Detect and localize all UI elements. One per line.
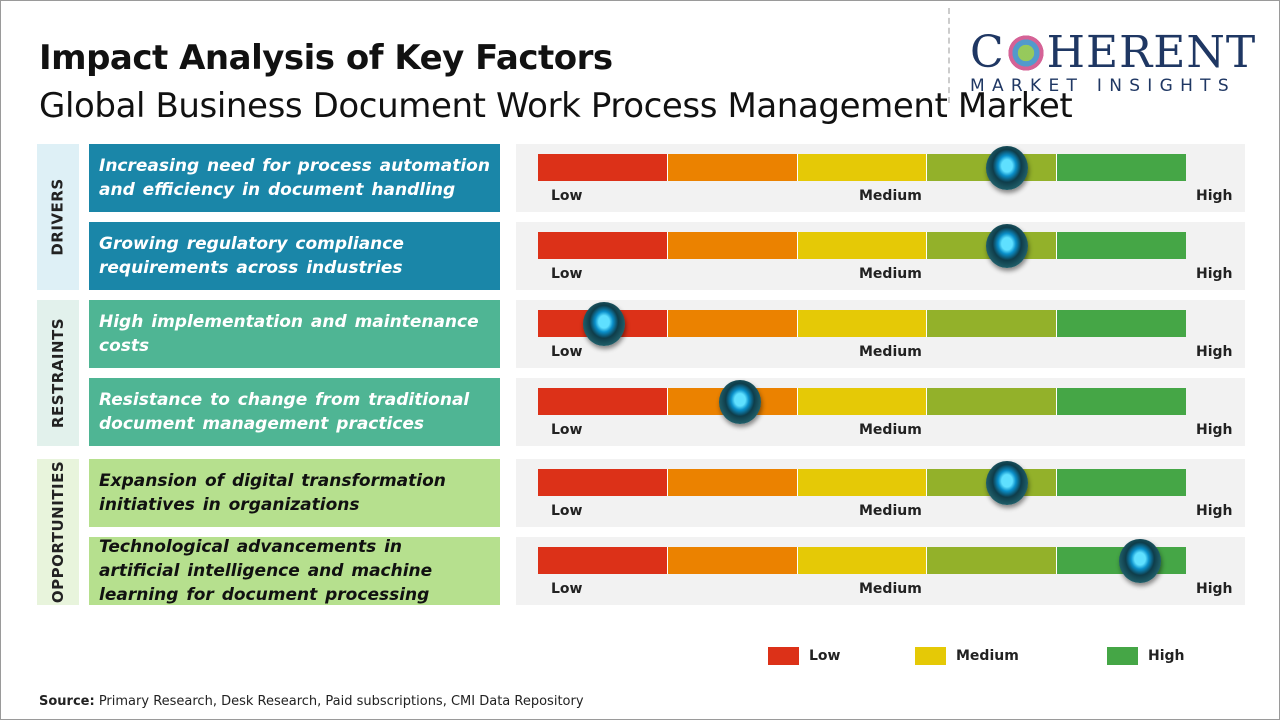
gauge-label-low: Low [551,422,583,438]
gauge-segment [927,547,1058,574]
gauge-segment [538,388,668,415]
gauge-segment [538,232,668,259]
gauge-segment [667,232,798,259]
gauge-bar [538,388,1186,415]
impact-gauge: Low Medium High [516,222,1245,290]
gauge-segment [1057,388,1186,415]
logo-text-right: HERENT [1046,27,1257,78]
gauge-label-high: High [1196,344,1233,360]
gauge-segment [797,310,928,337]
gauge-segment [797,232,928,259]
gauge-segment [538,469,668,496]
legend-label: High [1148,648,1185,664]
gauge-label-high: High [1196,188,1233,204]
legend-swatch [915,647,946,665]
gauge-bar [538,547,1186,574]
gauge-segment [1057,232,1186,259]
divider [948,8,950,103]
gauge-segment [1057,154,1186,181]
legend-swatch [768,647,799,665]
legend-item-low: Low [768,647,840,665]
factor-box: Expansion of digital transformation init… [89,459,500,527]
gauge-segment [667,310,798,337]
legend-item-high: High [1107,647,1185,665]
gauge-segment [538,154,668,181]
legend-label: Low [809,648,841,664]
impact-gauge: Low Medium High [516,300,1245,368]
source-note: Source: Primary Research, Desk Research,… [39,694,584,709]
category-label: DRIVERS [49,178,68,256]
category-label: RESTRAINTS [49,317,68,429]
gauge-label-medium: Medium [859,188,922,204]
factor-box: Growing regulatory compliance requiremen… [89,222,500,290]
logo-text-left: C [970,27,1005,78]
company-logo: C HERENT MARKET INSIGHTS [970,27,1260,97]
gauge-label-low: Low [551,503,583,519]
gauge-segment [667,547,798,574]
gauge-indicator-knob [719,380,762,424]
gauge-segment [797,154,928,181]
gauge-segment [667,469,798,496]
gauge-indicator-knob [583,302,626,346]
factor-box: Increasing need for process automation a… [89,144,500,212]
gauge-label-low: Low [551,344,583,360]
category-restraints: RESTRAINTS [37,300,79,446]
source-text: Primary Research, Desk Research, Paid su… [94,694,584,709]
factor-box: Resistance to change from traditional do… [89,378,500,446]
legend-label: Medium [956,648,1019,664]
category-opportunities: OPPORTUNITIES [37,459,79,605]
gauge-segment [927,388,1058,415]
gauge-bar [538,469,1186,496]
category-drivers: DRIVERS [37,144,79,290]
gauge-label-low: Low [551,188,583,204]
gauge-indicator-knob [1118,539,1161,583]
impact-gauge: Low Medium High [516,459,1245,527]
impact-gauge: Low Medium High [516,378,1245,446]
gauge-label-medium: Medium [859,422,922,438]
gauge-segment [1057,469,1186,496]
gauge-label-medium: Medium [859,503,922,519]
gauge-segment [1057,310,1186,337]
gauge-segment [667,154,798,181]
impact-gauge: Low Medium High [516,144,1245,212]
gauge-indicator-knob [986,146,1029,190]
legend-swatch [1107,647,1138,665]
gauge-label-medium: Medium [859,344,922,360]
source-label: Source: [39,694,95,709]
page-title: Impact Analysis of Key Factors [39,38,613,78]
gauge-label-high: High [1196,581,1233,597]
gauge-label-medium: Medium [859,581,922,597]
gauge-bar [538,232,1186,259]
gauge-label-low: Low [551,266,583,282]
legend-item-medium: Medium [915,647,1019,665]
impact-gauge: Low Medium High [516,537,1245,605]
page-subtitle: Global Business Document Work Process Ma… [39,86,1073,126]
factor-box: High implementation and maintenance cost… [89,300,500,368]
gauge-indicator-knob [986,461,1029,505]
gauge-segment [927,310,1058,337]
gauge-segment [538,547,668,574]
factor-box: Technological advancements in artificial… [89,537,500,605]
gauge-label-high: High [1196,266,1233,282]
gauge-segment [797,547,928,574]
gauge-bar [538,310,1186,337]
category-label: OPPORTUNITIES [49,460,67,604]
gauge-segment [797,469,928,496]
gauge-label-high: High [1196,503,1233,519]
gauge-indicator-knob [986,224,1029,268]
globe-icon [1006,34,1045,72]
gauge-label-low: Low [551,581,583,597]
gauge-segment [797,388,928,415]
gauge-label-high: High [1196,422,1233,438]
gauge-bar [538,154,1186,181]
logo-subtext: MARKET INSIGHTS [970,76,1236,96]
gauge-label-medium: Medium [859,266,922,282]
